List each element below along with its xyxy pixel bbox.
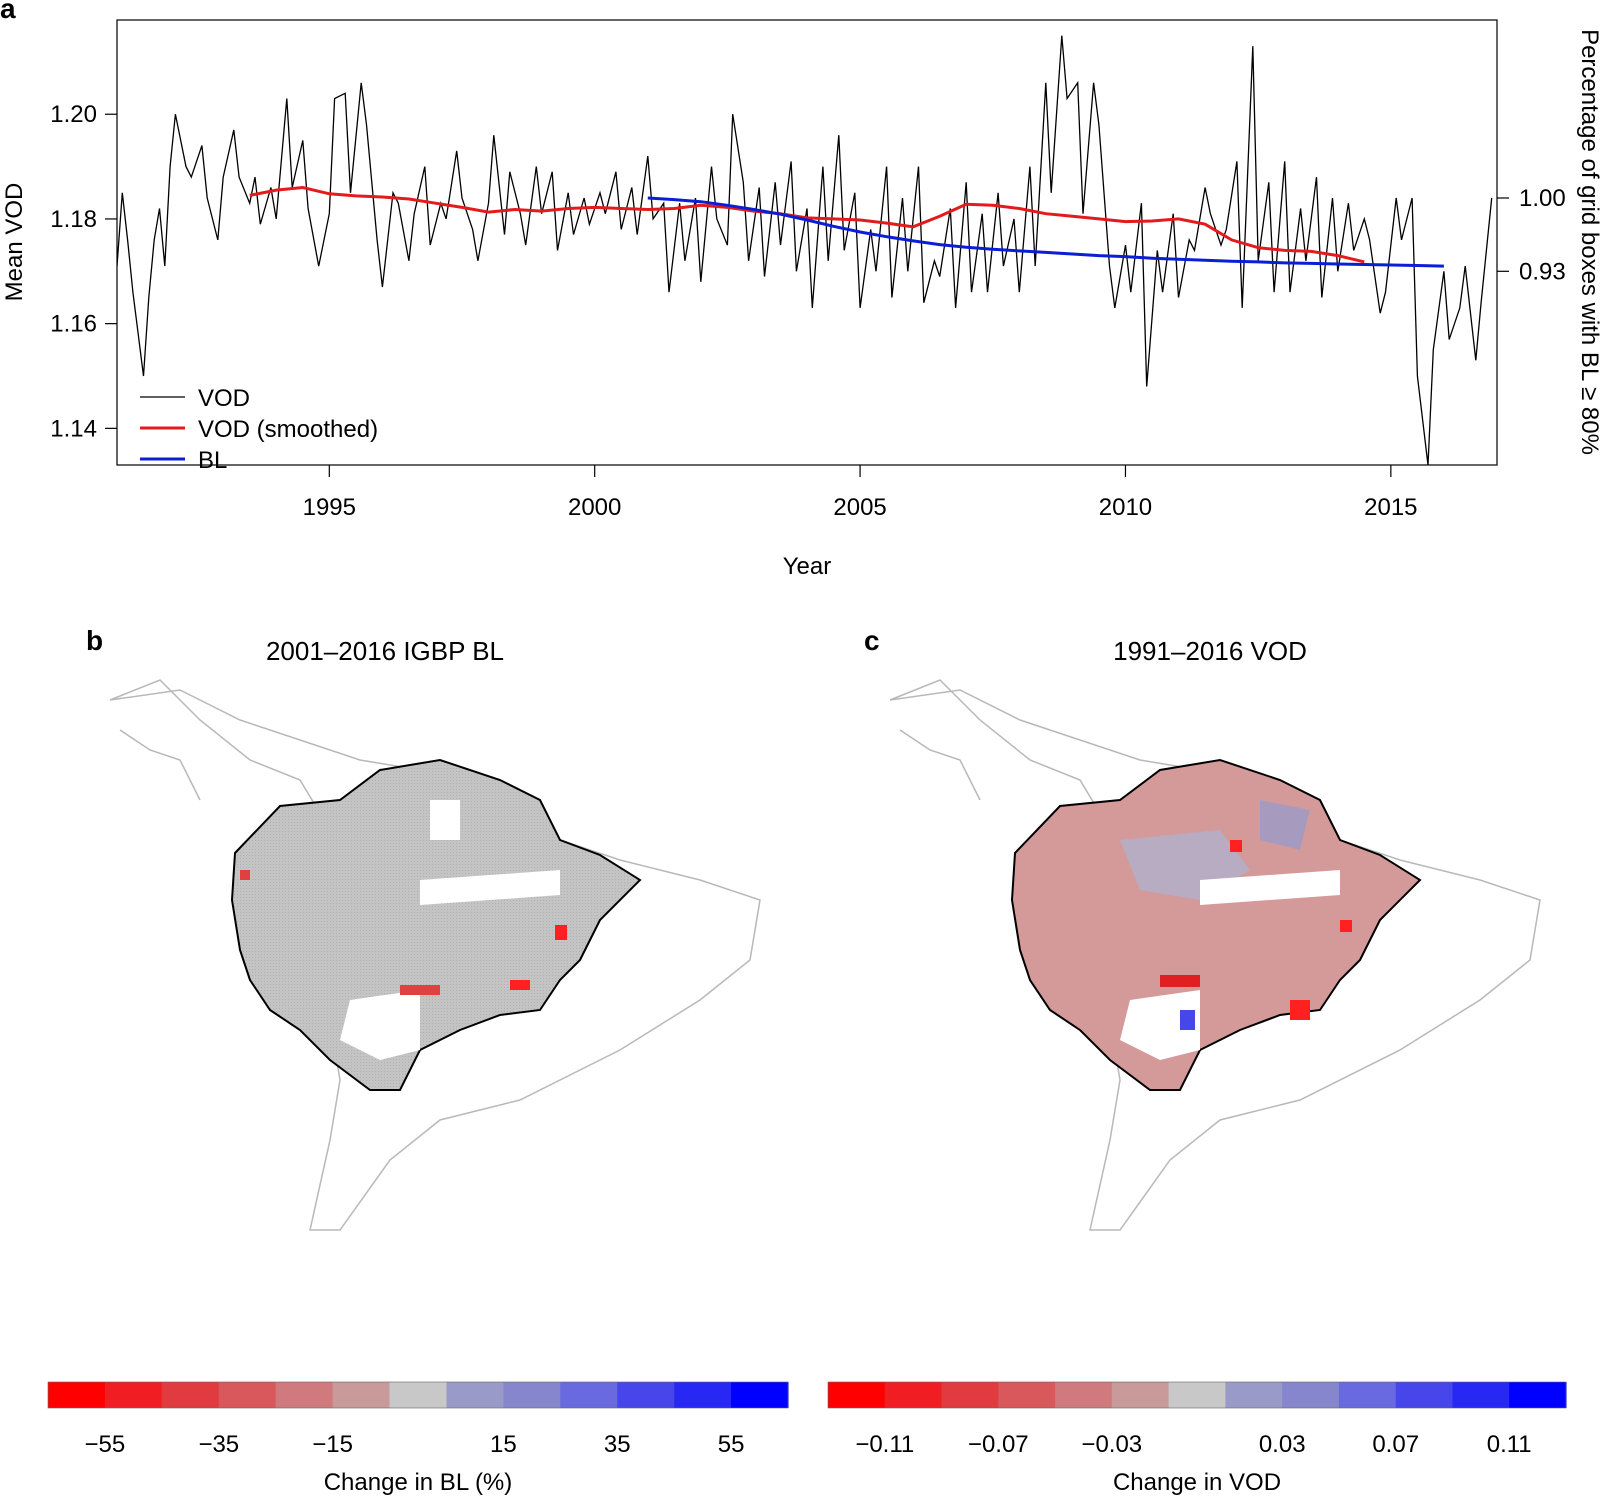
colorbar-tick-label: 15 xyxy=(490,1431,517,1458)
colorbar-tick-label: −0.03 xyxy=(1081,1431,1142,1458)
white-region-b-1 xyxy=(340,990,420,1060)
colorbar-tick-label: 0.03 xyxy=(1259,1431,1306,1458)
x-tick-label: 2005 xyxy=(833,494,886,521)
colorbar-swatch xyxy=(941,1382,999,1408)
vod-increase-patch-1 xyxy=(1180,1010,1195,1030)
colorbar-vod xyxy=(827,1381,1567,1409)
series-vod-line xyxy=(117,35,1493,465)
colorbar-bl-ticks: −55 −35 −15 15 35 55 xyxy=(85,1431,745,1458)
y-right-tick-label: 0.93 xyxy=(1519,258,1566,285)
basin-map-bl xyxy=(230,758,642,1091)
colorbar-swatch xyxy=(1282,1382,1340,1408)
colorbar-tick-label: −55 xyxy=(85,1431,126,1458)
colorbar-tick-label: −0.11 xyxy=(855,1431,914,1458)
colorbar-swatch xyxy=(1225,1382,1283,1408)
colorbar-swatch xyxy=(998,1382,1056,1408)
colorbar-swatch xyxy=(1338,1382,1397,1408)
legend-label-bl: BL xyxy=(198,447,227,474)
colorbar-tick-label: 0.07 xyxy=(1372,1431,1419,1458)
colorbar-swatch xyxy=(731,1382,789,1408)
x-axis: 1995 2000 2005 2010 2015 xyxy=(303,465,1418,521)
colorbar-swatch xyxy=(503,1382,561,1408)
vod-increase-region-2 xyxy=(1260,800,1310,850)
colorbar-tick-label: 35 xyxy=(604,1431,631,1458)
y-tick-label: 1.16 xyxy=(50,311,97,338)
y-right-tick-label: 1.00 xyxy=(1519,185,1566,212)
colorbar-vod-ticks: −0.11 −0.07 −0.03 0.03 0.07 0.11 xyxy=(855,1431,1531,1458)
colorbar-swatch xyxy=(332,1382,391,1408)
colorbar-swatch xyxy=(1168,1382,1226,1408)
y-tick-label: 1.20 xyxy=(50,101,97,128)
colorbar-swatch xyxy=(1395,1382,1454,1408)
loss-patch-b-2 xyxy=(400,985,440,995)
colorbar-swatch xyxy=(617,1382,675,1408)
colorbar-swatch xyxy=(161,1382,220,1408)
central-america-outline xyxy=(119,729,201,801)
loss-patch-b-4 xyxy=(510,980,530,990)
loss-patch-b-1 xyxy=(555,925,567,940)
x-tick-label: 2000 xyxy=(568,494,621,521)
y-tick-label: 1.14 xyxy=(50,415,97,442)
colorbar-swatch xyxy=(828,1382,886,1408)
vod-decrease-patch-3 xyxy=(1340,920,1352,932)
colorbar-swatch xyxy=(275,1382,334,1408)
colorbar-swatch xyxy=(884,1382,943,1408)
colorbar-swatch xyxy=(1509,1382,1567,1408)
panel-b-label: b xyxy=(86,625,103,656)
y-axis-label: Mean VOD xyxy=(1,183,28,302)
x-tick-label: 2015 xyxy=(1364,494,1417,521)
colorbar-swatch xyxy=(48,1382,106,1408)
white-region-b-3 xyxy=(430,800,460,840)
colorbar-swatch xyxy=(1111,1382,1170,1408)
colorbar-swatch xyxy=(1055,1382,1113,1408)
white-region-b-2 xyxy=(420,870,560,905)
legend-label-vod: VOD xyxy=(198,385,250,412)
colorbar-tick-label: −15 xyxy=(312,1431,353,1458)
colorbar-tick-label: 0.11 xyxy=(1487,1431,1532,1458)
panel-c-label: c xyxy=(864,625,880,656)
y-axis-right: 1.00 0.93 xyxy=(1497,185,1566,285)
series-bl-line xyxy=(647,196,1444,268)
panel-c-title: 1991–2016 VOD xyxy=(1113,636,1307,666)
vod-decrease-patch-1 xyxy=(1290,1000,1310,1020)
loss-patch-b-3 xyxy=(240,870,250,880)
colorbar-swatch xyxy=(218,1382,277,1408)
colorbar-tick-label: −35 xyxy=(198,1431,239,1458)
vod-decrease-patch-4 xyxy=(1230,840,1242,852)
legend-label-smoothed: VOD (smoothed) xyxy=(198,416,378,443)
x-axis-label: Year xyxy=(783,553,832,580)
colorbar-swatch xyxy=(104,1382,163,1408)
colorbar-swatch xyxy=(389,1382,447,1408)
panel-b-title: 2001–2016 IGBP BL xyxy=(266,636,504,666)
y-tick-label: 1.18 xyxy=(50,206,97,233)
white-region-c-1 xyxy=(1120,990,1200,1060)
legend: VOD VOD (smoothed) BL xyxy=(140,385,378,474)
vod-decrease-patch-2 xyxy=(1160,975,1200,987)
colorbar-swatch xyxy=(560,1382,618,1408)
white-region-c-2 xyxy=(1200,870,1340,905)
colorbar-border xyxy=(827,1381,1567,1409)
colorbar-swatch xyxy=(674,1382,732,1408)
colorbar-bl xyxy=(47,1381,789,1409)
basin-map-vod xyxy=(1010,758,1422,1091)
colorbar-bl-label: Change in BL (%) xyxy=(324,1469,513,1496)
y-axis-right-label: Percentage of grid boxes with BL ≥ 80% xyxy=(1576,29,1603,455)
panel-c-map xyxy=(889,679,1541,1231)
central-america-outline xyxy=(899,729,981,801)
panel-a-label: a xyxy=(0,0,16,24)
panel-b-map xyxy=(109,679,761,1231)
colorbar-tick-label: −0.07 xyxy=(968,1431,1029,1458)
colorbar-border xyxy=(47,1381,789,1409)
colorbar-swatch xyxy=(1452,1382,1510,1408)
colorbar-tick-label: 55 xyxy=(718,1431,745,1458)
panel-a-frame xyxy=(116,19,1498,466)
x-tick-label: 2010 xyxy=(1099,494,1152,521)
y-axis-left: 1.14 1.16 1.18 1.20 xyxy=(50,101,117,442)
colorbar-swatch xyxy=(446,1382,504,1408)
colorbar-vod-label: Change in VOD xyxy=(1113,1469,1281,1496)
series-vod-smoothed-line xyxy=(249,185,1365,264)
x-tick-label: 1995 xyxy=(303,494,356,521)
